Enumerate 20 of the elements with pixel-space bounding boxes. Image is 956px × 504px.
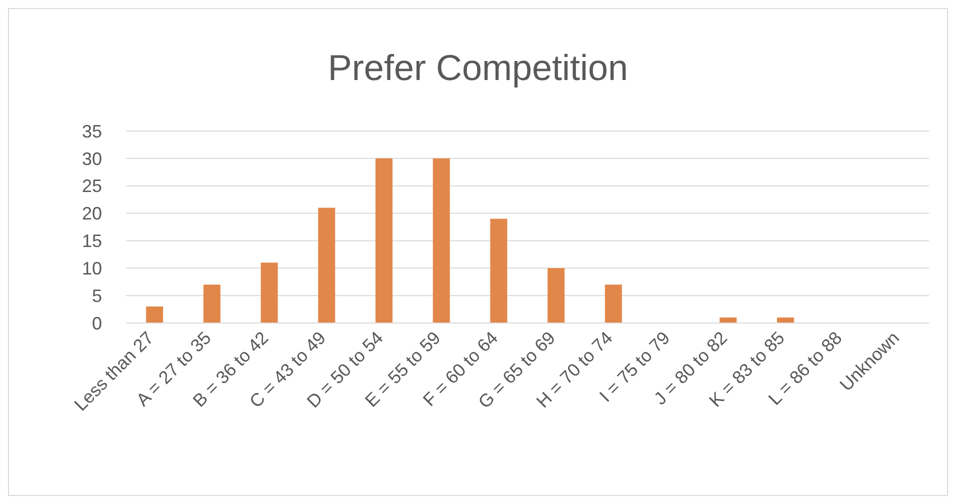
bar [777, 318, 794, 323]
bar [490, 218, 508, 323]
bar [146, 306, 164, 323]
y-tick-label: 30 [82, 148, 102, 169]
bar [203, 284, 220, 323]
y-tick-label: 20 [82, 204, 102, 224]
y-tick-label: 35 [82, 121, 102, 142]
bar [604, 284, 622, 323]
bar [548, 268, 565, 323]
bar [318, 208, 336, 323]
bar [720, 318, 737, 323]
y-tick-label: 15 [82, 231, 102, 252]
y-tick-label: 25 [82, 176, 102, 196]
y-tick-label: 0 [92, 313, 102, 334]
y-tick-label: 10 [82, 258, 102, 279]
y-tick-label: 5 [92, 286, 102, 306]
chart-title: Prefer Competition [326, 47, 630, 89]
bar [260, 262, 278, 323]
bar [376, 158, 393, 323]
bar [432, 158, 450, 323]
